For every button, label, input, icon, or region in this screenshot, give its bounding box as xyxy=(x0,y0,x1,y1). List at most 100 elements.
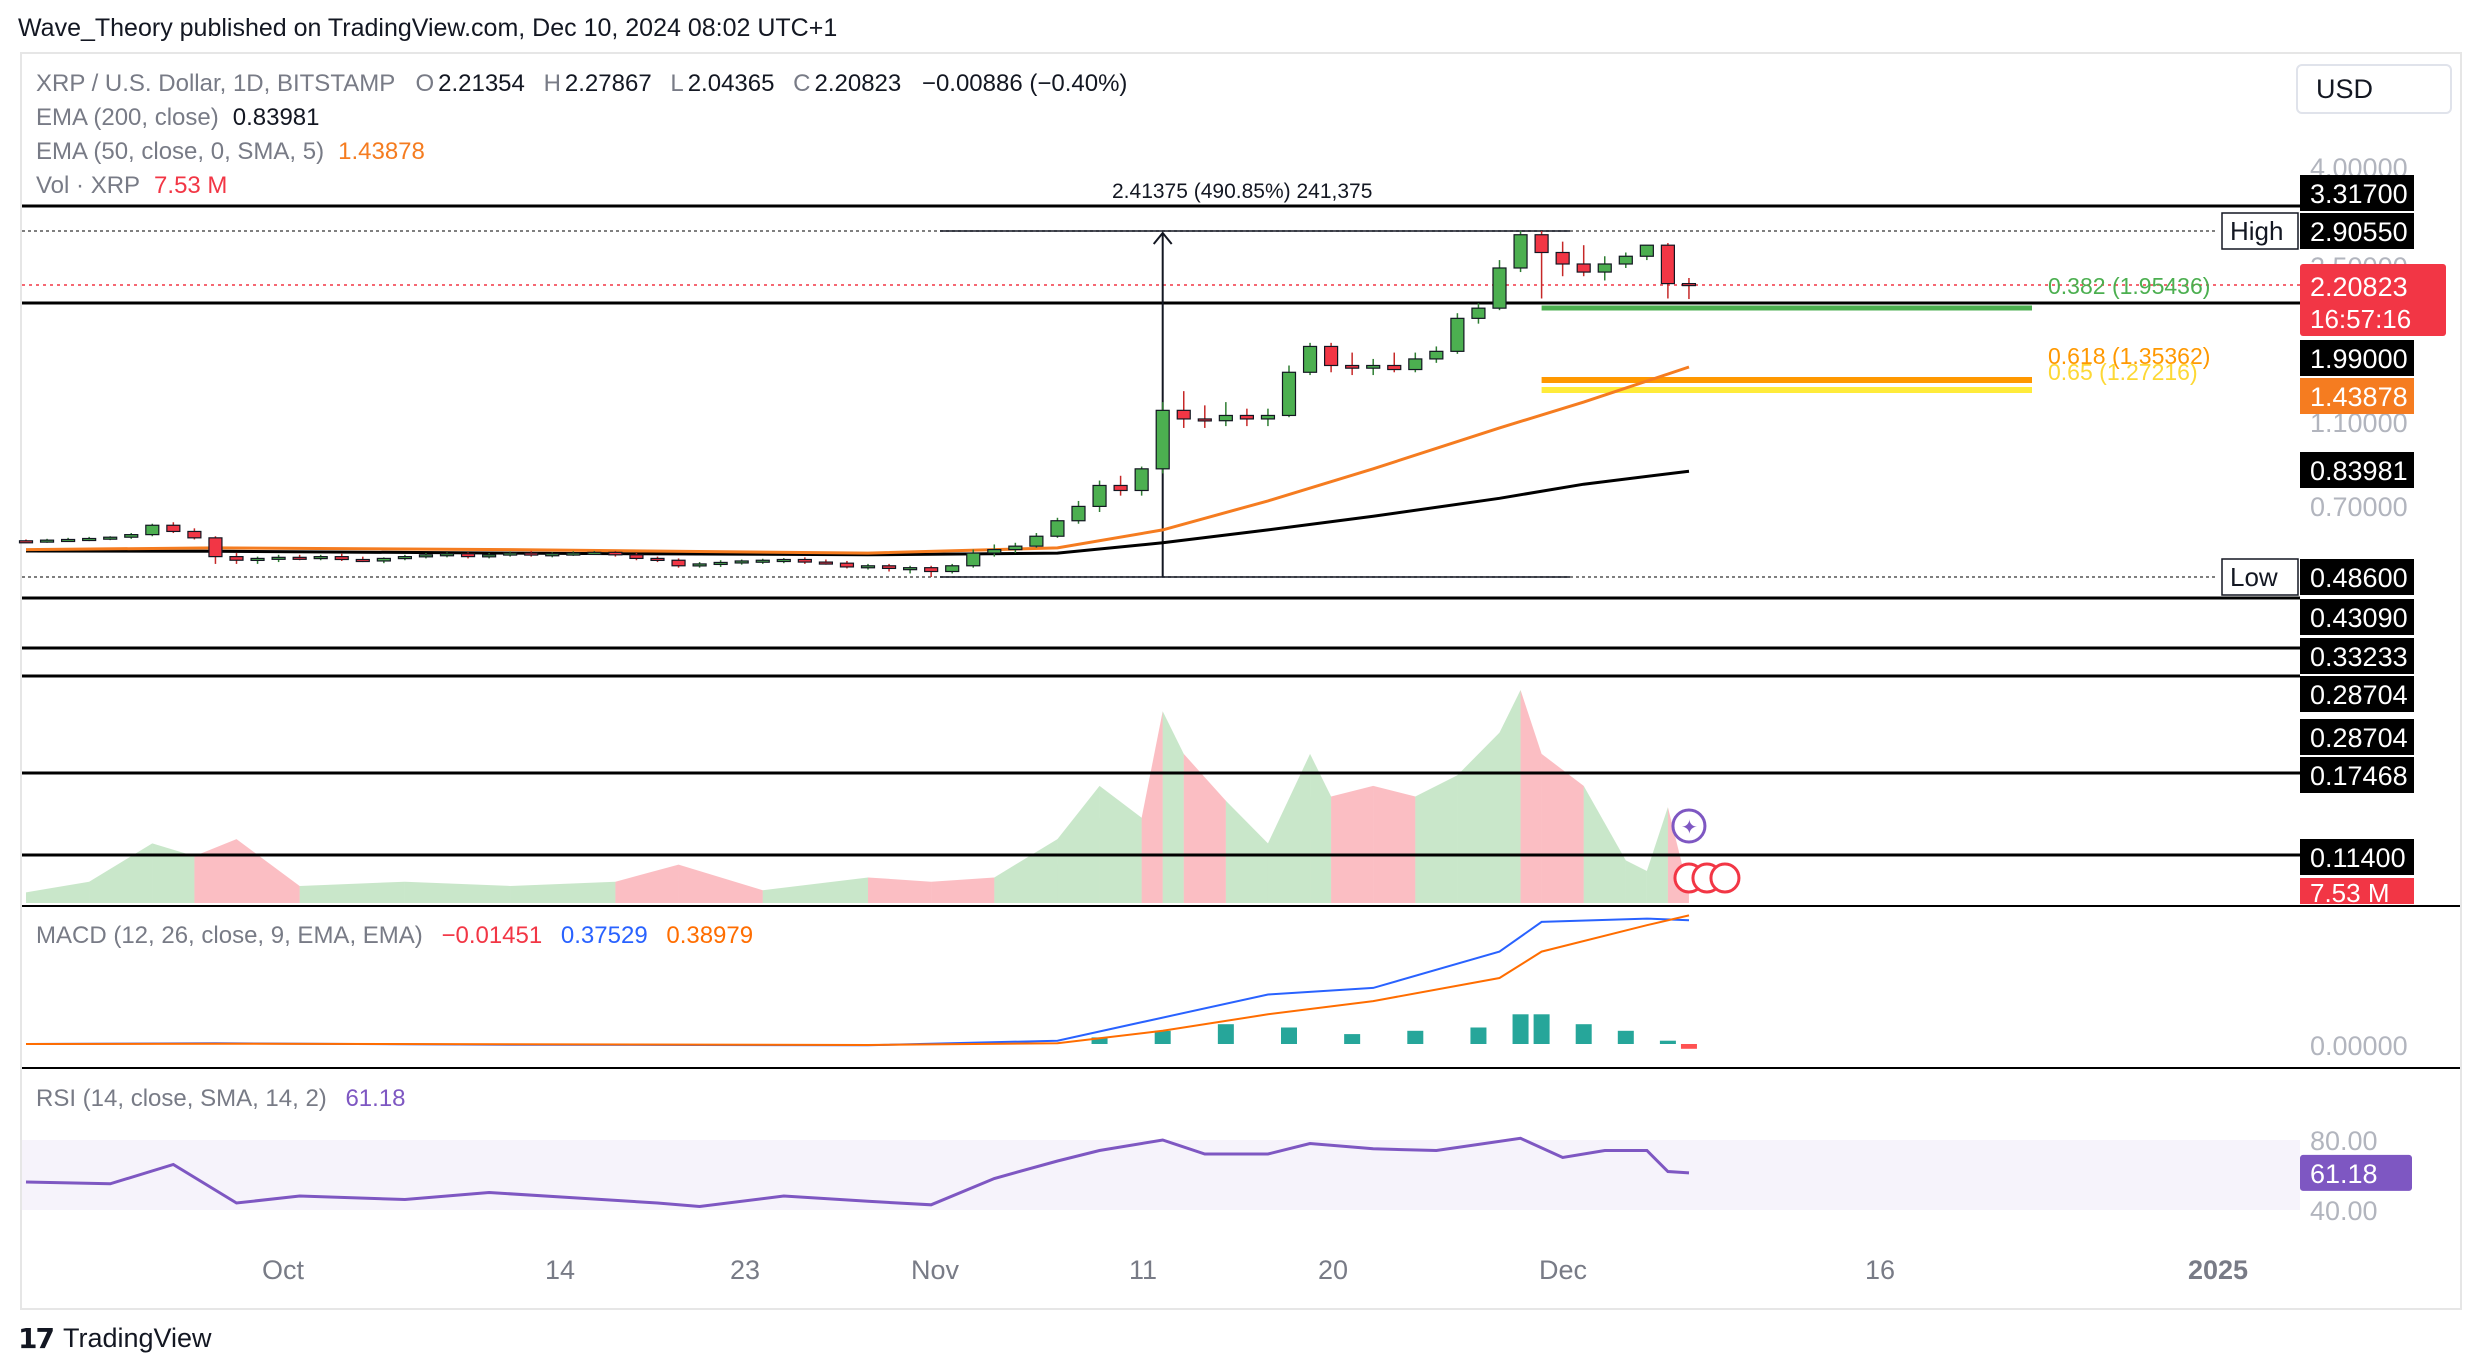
side-label-bg xyxy=(2221,558,2299,596)
volume-area-segment xyxy=(1141,711,1163,903)
candle-body xyxy=(103,536,118,540)
candle-body xyxy=(1239,414,1255,420)
candle-body xyxy=(1597,263,1612,273)
candle-body xyxy=(1260,414,1276,420)
rsi-lower-label: 40.00 xyxy=(2310,1196,2378,1226)
candle-body xyxy=(1534,234,1549,254)
candle-body xyxy=(418,554,434,558)
candle-body xyxy=(355,558,370,563)
candle-body xyxy=(671,559,686,567)
volume-area-segment xyxy=(236,839,300,903)
candle-body xyxy=(1302,345,1318,373)
price-tag-bg xyxy=(2300,719,2414,755)
macd-histogram-bar xyxy=(1470,1027,1487,1044)
volume-area-segment xyxy=(299,881,405,903)
price-tag-label: 0.11400 xyxy=(2310,843,2406,873)
macd-histogram-bar xyxy=(1091,1037,1108,1044)
rsi-upper-label: 80.00 xyxy=(2310,1126,2378,1156)
candle-body xyxy=(313,556,328,560)
ohlc-high: H 2.27867 xyxy=(543,70,652,97)
volume-area-segment xyxy=(1310,753,1332,903)
candle-body xyxy=(1323,345,1339,367)
ema200-legend[interactable]: EMA (200, close) 0.83981 xyxy=(36,104,320,131)
volume-area-segment xyxy=(1099,785,1142,903)
price-tag-bg xyxy=(2300,452,2414,488)
price-tag-bg xyxy=(2300,839,2414,875)
candle-body xyxy=(145,524,160,536)
currency-button[interactable]: USD xyxy=(2296,64,2452,114)
candle-body xyxy=(187,530,202,539)
volume-area-segment xyxy=(994,839,1058,903)
candle-body xyxy=(1281,371,1297,417)
candle-body xyxy=(1345,364,1360,369)
macd-histogram-bar xyxy=(1680,1044,1697,1049)
tradingview-brand[interactable]: 17 TradingView xyxy=(18,1322,212,1355)
price-tag-label: 0.33233 xyxy=(2310,642,2408,672)
symbol-title: XRP / U.S. Dollar, 1D, BITSTAMP xyxy=(36,70,395,97)
volume-legend[interactable]: Vol · XRP 7.53 M xyxy=(36,172,228,199)
price-tag-bg xyxy=(2300,378,2414,414)
candle-body xyxy=(608,551,623,556)
measure-label: 2.41375 (490.85%) 241,375 xyxy=(1112,180,1372,203)
macd-histogram-bar xyxy=(1407,1030,1424,1044)
candle-body xyxy=(397,556,412,560)
price-tag-label: 0.28704 xyxy=(2310,723,2408,753)
volume-tag-bg xyxy=(2300,878,2414,904)
candle-body xyxy=(1387,364,1402,371)
candle-body xyxy=(1197,418,1212,422)
candle-body xyxy=(1660,244,1676,285)
time-axis-label: Oct xyxy=(262,1255,305,1285)
us-flag-event-icon xyxy=(1709,862,1741,894)
side-label-high: High xyxy=(2230,216,2283,246)
candle-body xyxy=(1492,267,1507,309)
time-axis-label: 2025 xyxy=(2188,1255,2248,1285)
time-axis-label: 11 xyxy=(1129,1255,1157,1285)
volume-area-segment xyxy=(1267,753,1311,903)
candle-body xyxy=(1681,282,1697,287)
macd-histogram-bar xyxy=(1512,1014,1529,1044)
volume-area-segment xyxy=(931,877,995,903)
fib-618-band xyxy=(1541,377,2032,383)
fib-65-label: 0.65 (1.27216) xyxy=(2048,359,2198,385)
event-star-icon xyxy=(1671,808,1707,844)
macd-histogram-bar xyxy=(1575,1024,1592,1044)
rsi-legend[interactable]: RSI (14, close, SMA, 14, 2) 61.18 xyxy=(36,1085,406,1112)
candle-body xyxy=(797,558,812,563)
tradingview-logo-icon: 17 xyxy=(18,1322,55,1355)
volume-area-segment xyxy=(1520,690,1542,903)
time-axis-label: 20 xyxy=(1318,1255,1348,1285)
ema50-legend[interactable]: EMA (50, close, 0, SMA, 5) 1.43878 xyxy=(36,138,425,165)
volume-area-segment xyxy=(1541,753,1584,903)
price-tag-bg xyxy=(2300,213,2414,249)
candle-body xyxy=(545,553,560,557)
candle-body xyxy=(208,537,223,558)
chart-frame[interactable] xyxy=(20,52,2462,1310)
price-tag-bg xyxy=(2300,175,2414,211)
macd-legend[interactable]: MACD (12, 26, close, 9, EMA, EMA) −0.014… xyxy=(36,922,754,949)
macd-histogram-bar xyxy=(1617,1030,1634,1044)
candle-body xyxy=(18,540,34,544)
ohlc-open: O 2.21354 xyxy=(415,70,525,97)
candle-body xyxy=(1176,409,1191,420)
volume-area-segment xyxy=(1331,785,1374,903)
price-tag-bg xyxy=(2300,340,2414,376)
price-tag-label: 2.90550 xyxy=(2310,217,2408,247)
volume-area-segment xyxy=(510,881,616,903)
candle-body xyxy=(250,557,265,562)
volume-area-segment xyxy=(678,864,763,903)
volume-area-segment xyxy=(1457,732,1500,903)
candle-body xyxy=(1471,307,1486,319)
volume-area-segment xyxy=(1225,800,1268,903)
candle-body xyxy=(566,552,581,556)
price-tag-bg xyxy=(2300,676,2414,712)
candle-body xyxy=(1029,535,1044,547)
brand-name: TradingView xyxy=(62,1323,212,1353)
candle-body xyxy=(60,538,76,543)
candle-body xyxy=(1450,317,1465,352)
volume-area-segment xyxy=(1373,785,1416,903)
candle-body xyxy=(1555,251,1570,265)
rsi-value-tag-bg xyxy=(2300,1154,2412,1191)
candle-body xyxy=(1218,414,1233,422)
macd-histogram-bar xyxy=(1281,1027,1297,1044)
